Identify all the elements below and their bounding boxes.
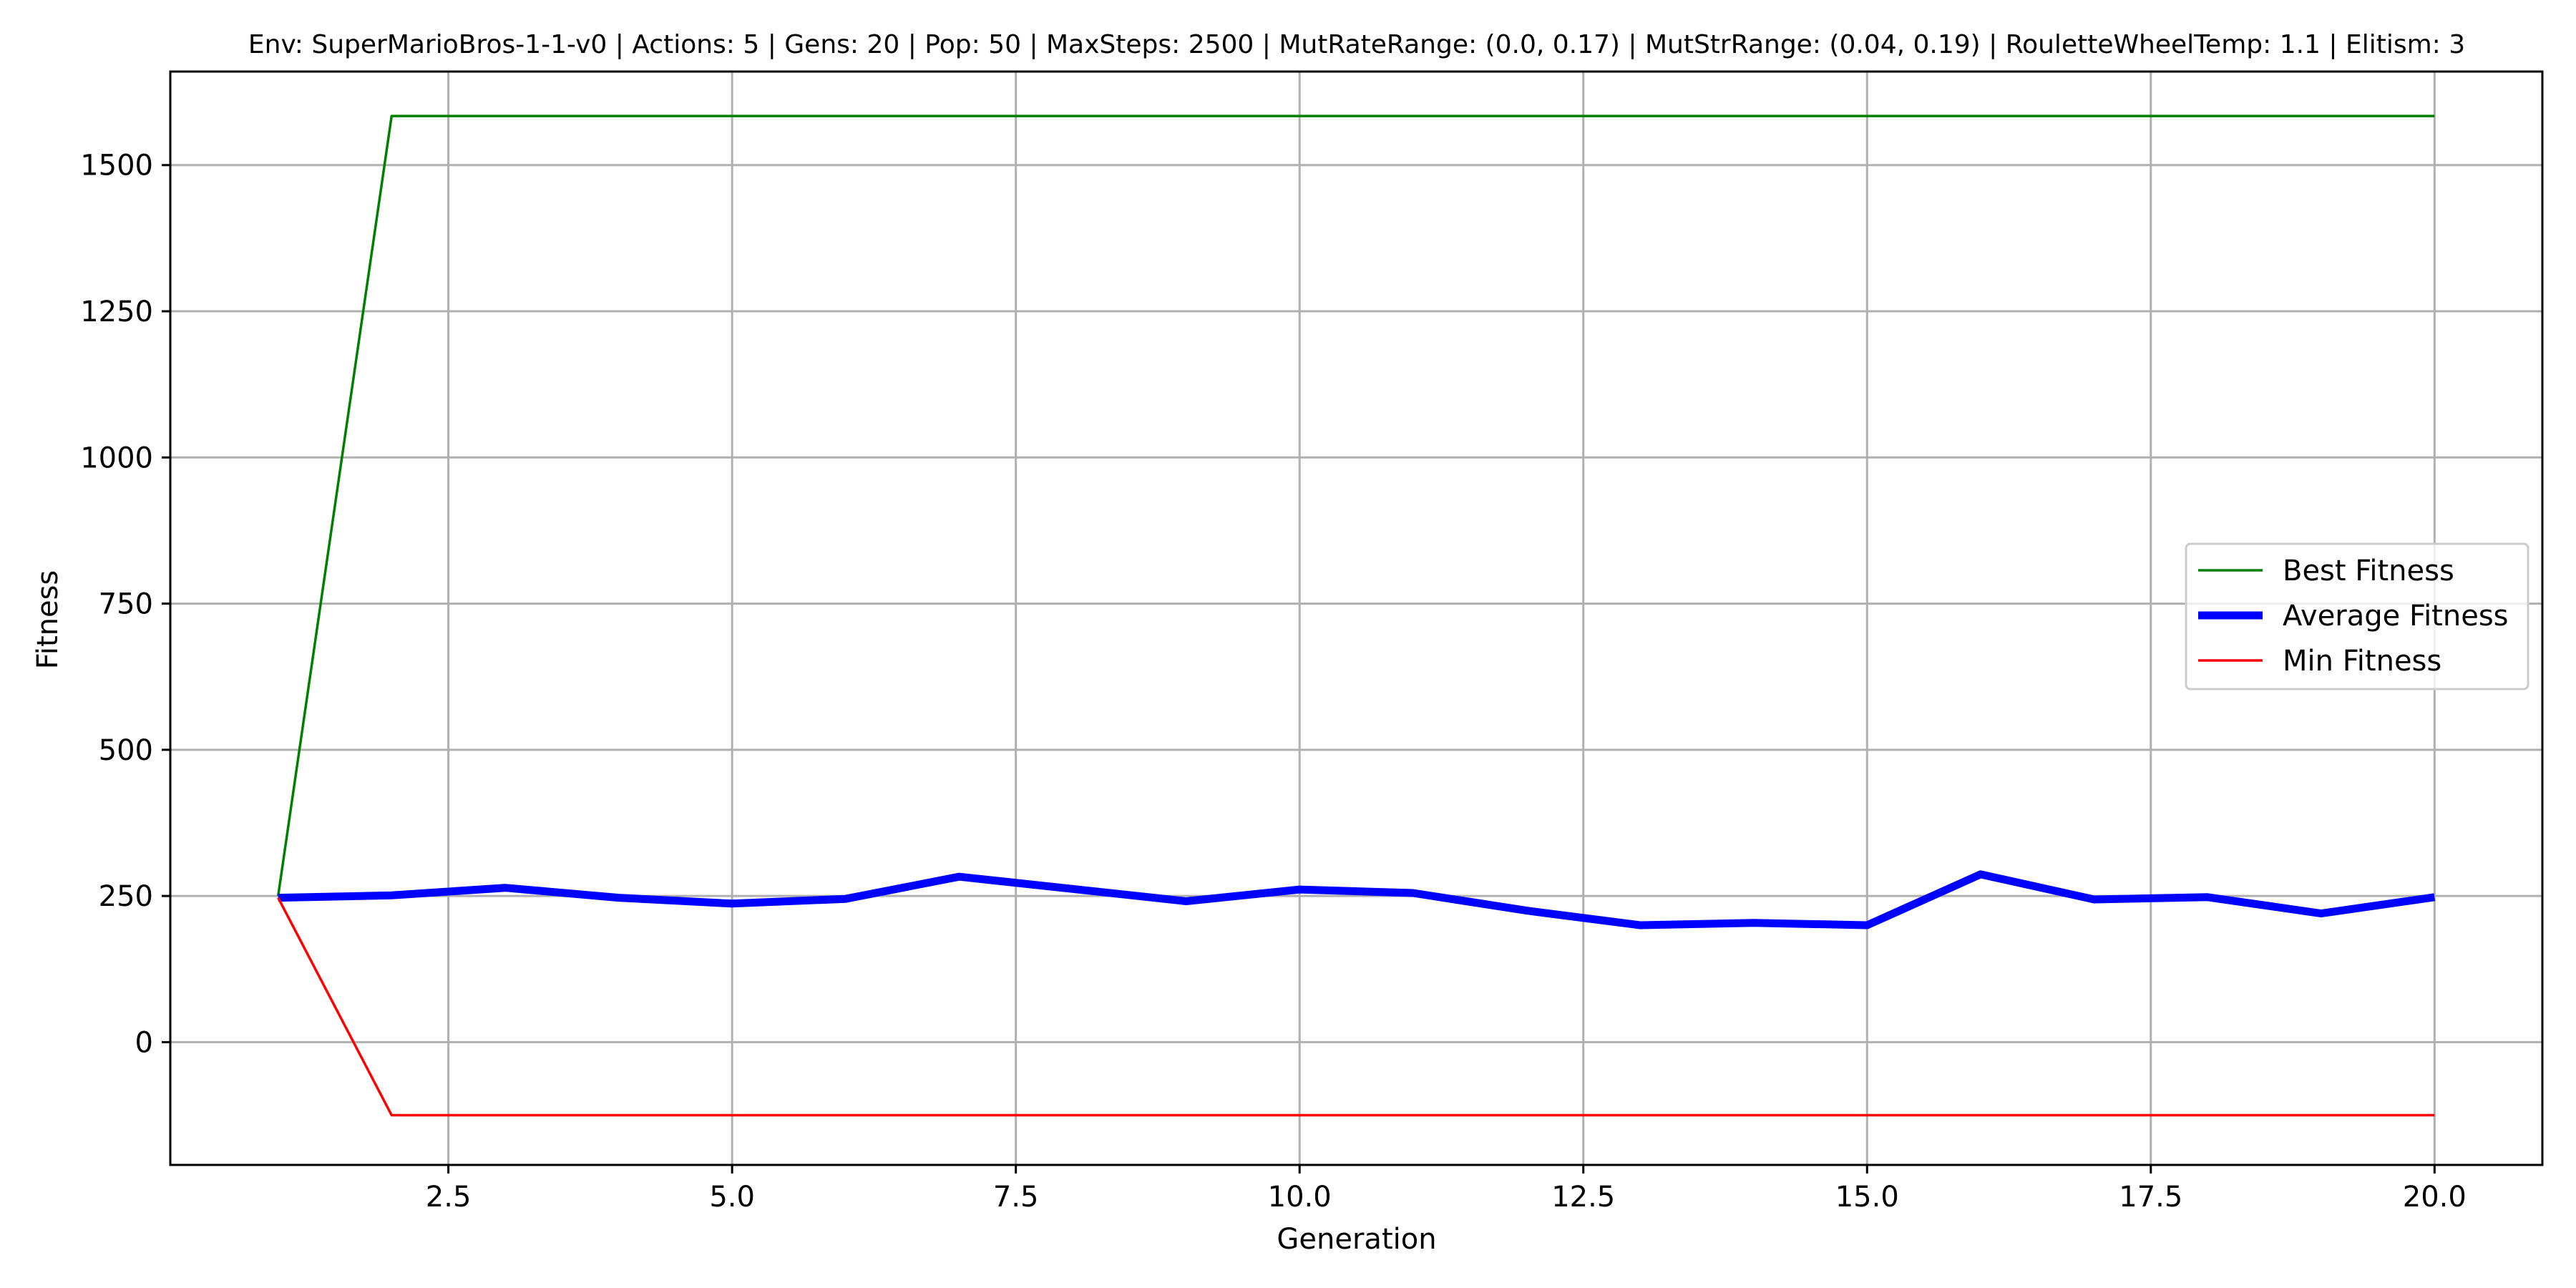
x-tick-label: 5.0 <box>709 1181 755 1214</box>
legend-box <box>2185 542 2529 691</box>
y-tick-label: 1250 <box>80 296 153 328</box>
y-axis-ticks: 0 250 500 750 1000 1250 1500 <box>80 150 170 1059</box>
x-tick-label: 17.5 <box>2119 1181 2182 1214</box>
x-tick-label: 2.5 <box>426 1181 472 1214</box>
legend-label: Average Fitness <box>2283 600 2509 633</box>
y-tick-label: 750 <box>99 588 153 621</box>
chart-title: Env: SuperMarioBros-1-1-v0 | Actions: 5 … <box>248 30 2465 59</box>
series-line-best-fitness <box>276 114 2435 897</box>
y-tick-label: 0 <box>135 1026 153 1059</box>
y-axis-label: Fitness <box>31 570 64 670</box>
x-tick-label: 7.5 <box>993 1181 1039 1214</box>
series-line-min-fitness <box>277 897 2435 1117</box>
x-axis-label: Generation <box>1277 1223 1436 1256</box>
y-tick-label: 500 <box>99 734 153 767</box>
plot-frame <box>169 70 2544 1166</box>
legend: Best Fitness Average Fitness Min Fitness <box>2185 542 2529 691</box>
y-tick-label: 1000 <box>80 441 153 474</box>
x-tick-label: 10.0 <box>1268 1181 1332 1214</box>
legend-label: Best Fitness <box>2283 555 2454 587</box>
y-tick-label: 1500 <box>80 150 153 182</box>
y-tick-label: 250 <box>99 880 153 913</box>
x-tick-label: 15.0 <box>1835 1181 1899 1214</box>
x-tick-label: 20.0 <box>2403 1181 2467 1214</box>
x-tick-label: 12.5 <box>1551 1181 1615 1214</box>
series-lines <box>276 114 2436 1117</box>
series-line-average-fitness <box>278 870 2436 930</box>
x-axis-ticks: 2.5 5.0 7.5 10.0 12.5 15.0 17.5 20.0 <box>426 1165 2467 1214</box>
legend-label: Min Fitness <box>2283 645 2441 678</box>
